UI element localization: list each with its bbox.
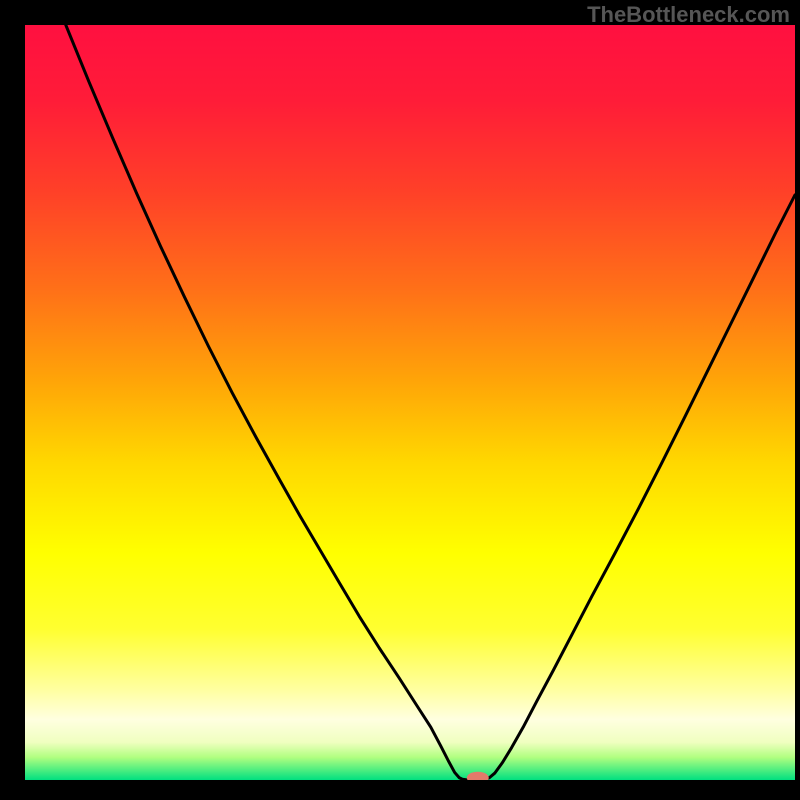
plot-area: [25, 25, 795, 780]
gradient-background: [25, 25, 795, 780]
chart-svg: [25, 25, 795, 780]
watermark-text: TheBottleneck.com: [587, 2, 790, 28]
chart-container: TheBottleneck.com: [0, 0, 800, 800]
